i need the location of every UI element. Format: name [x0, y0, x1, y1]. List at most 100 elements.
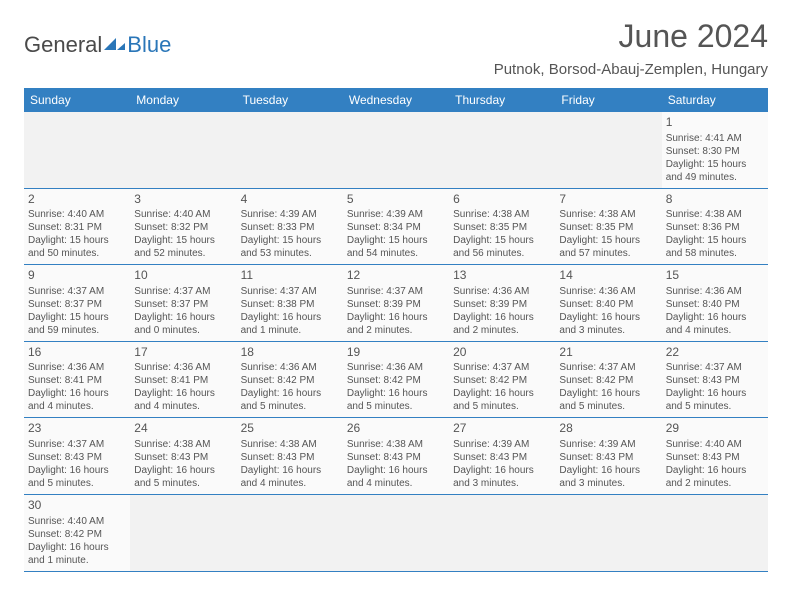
calendar-cell: 30Sunrise: 4:40 AMSunset: 8:42 PMDayligh… [24, 495, 130, 571]
sunrise-text: Sunrise: 4:39 AM [347, 208, 445, 221]
day-number: 4 [241, 192, 339, 208]
sunrise-text: Sunrise: 4:37 AM [28, 285, 126, 298]
calendar-cell: 19Sunrise: 4:36 AMSunset: 8:42 PMDayligh… [343, 342, 449, 418]
logo-icon [104, 32, 126, 58]
day-number: 17 [134, 345, 232, 361]
calendar-cell-blank [449, 495, 555, 571]
sunset-text: Sunset: 8:42 PM [453, 374, 551, 387]
calendar-cell-blank [662, 495, 768, 571]
day-number: 30 [28, 498, 126, 514]
daylight-text: Daylight: 16 hours and 4 minutes. [134, 387, 232, 413]
calendar-cell: 17Sunrise: 4:36 AMSunset: 8:41 PMDayligh… [130, 342, 236, 418]
sunset-text: Sunset: 8:38 PM [241, 298, 339, 311]
header: General Blue June 2024 Putnok, Borsod-Aba… [24, 18, 768, 78]
calendar-cell: 29Sunrise: 4:40 AMSunset: 8:43 PMDayligh… [662, 418, 768, 494]
sunset-text: Sunset: 8:43 PM [28, 451, 126, 464]
sunrise-text: Sunrise: 4:36 AM [134, 361, 232, 374]
sunset-text: Sunset: 8:42 PM [347, 374, 445, 387]
calendar-cell: 23Sunrise: 4:37 AMSunset: 8:43 PMDayligh… [24, 418, 130, 494]
calendar-cell: 22Sunrise: 4:37 AMSunset: 8:43 PMDayligh… [662, 342, 768, 418]
sunset-text: Sunset: 8:43 PM [347, 451, 445, 464]
day-number: 27 [453, 421, 551, 437]
sunrise-text: Sunrise: 4:39 AM [241, 208, 339, 221]
title-block: June 2024 Putnok, Borsod-Abauj-Zemplen, … [494, 18, 768, 78]
calendar-cell: 18Sunrise: 4:36 AMSunset: 8:42 PMDayligh… [237, 342, 343, 418]
sunset-text: Sunset: 8:43 PM [666, 451, 764, 464]
day-number: 11 [241, 268, 339, 284]
day-number: 9 [28, 268, 126, 284]
calendar-cell: 5Sunrise: 4:39 AMSunset: 8:34 PMDaylight… [343, 189, 449, 265]
daylight-text: Daylight: 16 hours and 5 minutes. [28, 464, 126, 490]
calendar-cell-blank [24, 112, 130, 188]
day-number: 20 [453, 345, 551, 361]
calendar-cell: 15Sunrise: 4:36 AMSunset: 8:40 PMDayligh… [662, 265, 768, 341]
month-title: June 2024 [494, 18, 768, 55]
logo-text-2: Blue [127, 32, 171, 58]
sunrise-text: Sunrise: 4:36 AM [347, 361, 445, 374]
sunrise-text: Sunrise: 4:37 AM [28, 438, 126, 451]
calendar-cell: 13Sunrise: 4:36 AMSunset: 8:39 PMDayligh… [449, 265, 555, 341]
day-header-cell: Saturday [662, 88, 768, 112]
calendar-cell: 25Sunrise: 4:38 AMSunset: 8:43 PMDayligh… [237, 418, 343, 494]
sunset-text: Sunset: 8:39 PM [347, 298, 445, 311]
sunset-text: Sunset: 8:37 PM [28, 298, 126, 311]
logo-text-1: General [24, 32, 102, 58]
day-number: 5 [347, 192, 445, 208]
daylight-text: Daylight: 15 hours and 54 minutes. [347, 234, 445, 260]
calendar-cell: 12Sunrise: 4:37 AMSunset: 8:39 PMDayligh… [343, 265, 449, 341]
day-number: 14 [559, 268, 657, 284]
day-number: 15 [666, 268, 764, 284]
day-number: 2 [28, 192, 126, 208]
daylight-text: Daylight: 16 hours and 2 minutes. [347, 311, 445, 337]
daylight-text: Daylight: 15 hours and 56 minutes. [453, 234, 551, 260]
calendar-cell-blank [555, 112, 661, 188]
daylight-text: Daylight: 16 hours and 2 minutes. [666, 464, 764, 490]
sunset-text: Sunset: 8:40 PM [666, 298, 764, 311]
sunset-text: Sunset: 8:40 PM [559, 298, 657, 311]
calendar-cell: 6Sunrise: 4:38 AMSunset: 8:35 PMDaylight… [449, 189, 555, 265]
day-header-cell: Thursday [449, 88, 555, 112]
day-header-cell: Wednesday [343, 88, 449, 112]
sunset-text: Sunset: 8:43 PM [559, 451, 657, 464]
calendar-cell: 27Sunrise: 4:39 AMSunset: 8:43 PMDayligh… [449, 418, 555, 494]
calendar-cell: 16Sunrise: 4:36 AMSunset: 8:41 PMDayligh… [24, 342, 130, 418]
calendar-cell: 8Sunrise: 4:38 AMSunset: 8:36 PMDaylight… [662, 189, 768, 265]
sunrise-text: Sunrise: 4:40 AM [134, 208, 232, 221]
day-number: 1 [666, 115, 764, 131]
sunrise-text: Sunrise: 4:37 AM [241, 285, 339, 298]
daylight-text: Daylight: 16 hours and 4 minutes. [241, 464, 339, 490]
week-row: 9Sunrise: 4:37 AMSunset: 8:37 PMDaylight… [24, 265, 768, 342]
day-number: 19 [347, 345, 445, 361]
sunset-text: Sunset: 8:42 PM [559, 374, 657, 387]
daylight-text: Daylight: 15 hours and 59 minutes. [28, 311, 126, 337]
sunset-text: Sunset: 8:41 PM [134, 374, 232, 387]
sunset-text: Sunset: 8:43 PM [241, 451, 339, 464]
sunset-text: Sunset: 8:36 PM [666, 221, 764, 234]
day-number: 18 [241, 345, 339, 361]
weeks: 1Sunrise: 4:41 AMSunset: 8:30 PMDaylight… [24, 112, 768, 572]
daylight-text: Daylight: 16 hours and 4 minutes. [347, 464, 445, 490]
sunset-text: Sunset: 8:43 PM [134, 451, 232, 464]
daylight-text: Daylight: 16 hours and 5 minutes. [453, 387, 551, 413]
daylight-text: Daylight: 16 hours and 1 minute. [241, 311, 339, 337]
day-number: 7 [559, 192, 657, 208]
sunrise-text: Sunrise: 4:40 AM [666, 438, 764, 451]
calendar-cell-blank [555, 495, 661, 571]
sunset-text: Sunset: 8:34 PM [347, 221, 445, 234]
sunrise-text: Sunrise: 4:39 AM [453, 438, 551, 451]
sunset-text: Sunset: 8:39 PM [453, 298, 551, 311]
week-row: 2 Sunrise: 4:40 AM Sunset: 8:31 PM Daylight… [24, 189, 768, 266]
calendar-cell-blank [237, 495, 343, 571]
daylight-text: Daylight: 15 hours and 52 minutes. [134, 234, 232, 260]
calendar-cell-blank [343, 495, 449, 571]
calendar-cell: 24Sunrise: 4:38 AMSunset: 8:43 PMDayligh… [130, 418, 236, 494]
daylight-text: Daylight: 16 hours and 1 minute. [28, 541, 126, 567]
daylight-text: Daylight: 15 hours and 57 minutes. [559, 234, 657, 260]
calendar-cell: 3Sunrise: 4:40 AMSunset: 8:32 PMDaylight… [130, 189, 236, 265]
sunset-text: Sunset: 8:31 PM [28, 221, 126, 234]
day-number: 6 [453, 192, 551, 208]
day-number: 8 [666, 192, 764, 208]
day-number: 12 [347, 268, 445, 284]
logo: General Blue [24, 32, 171, 58]
day-header-cell: Monday [130, 88, 236, 112]
